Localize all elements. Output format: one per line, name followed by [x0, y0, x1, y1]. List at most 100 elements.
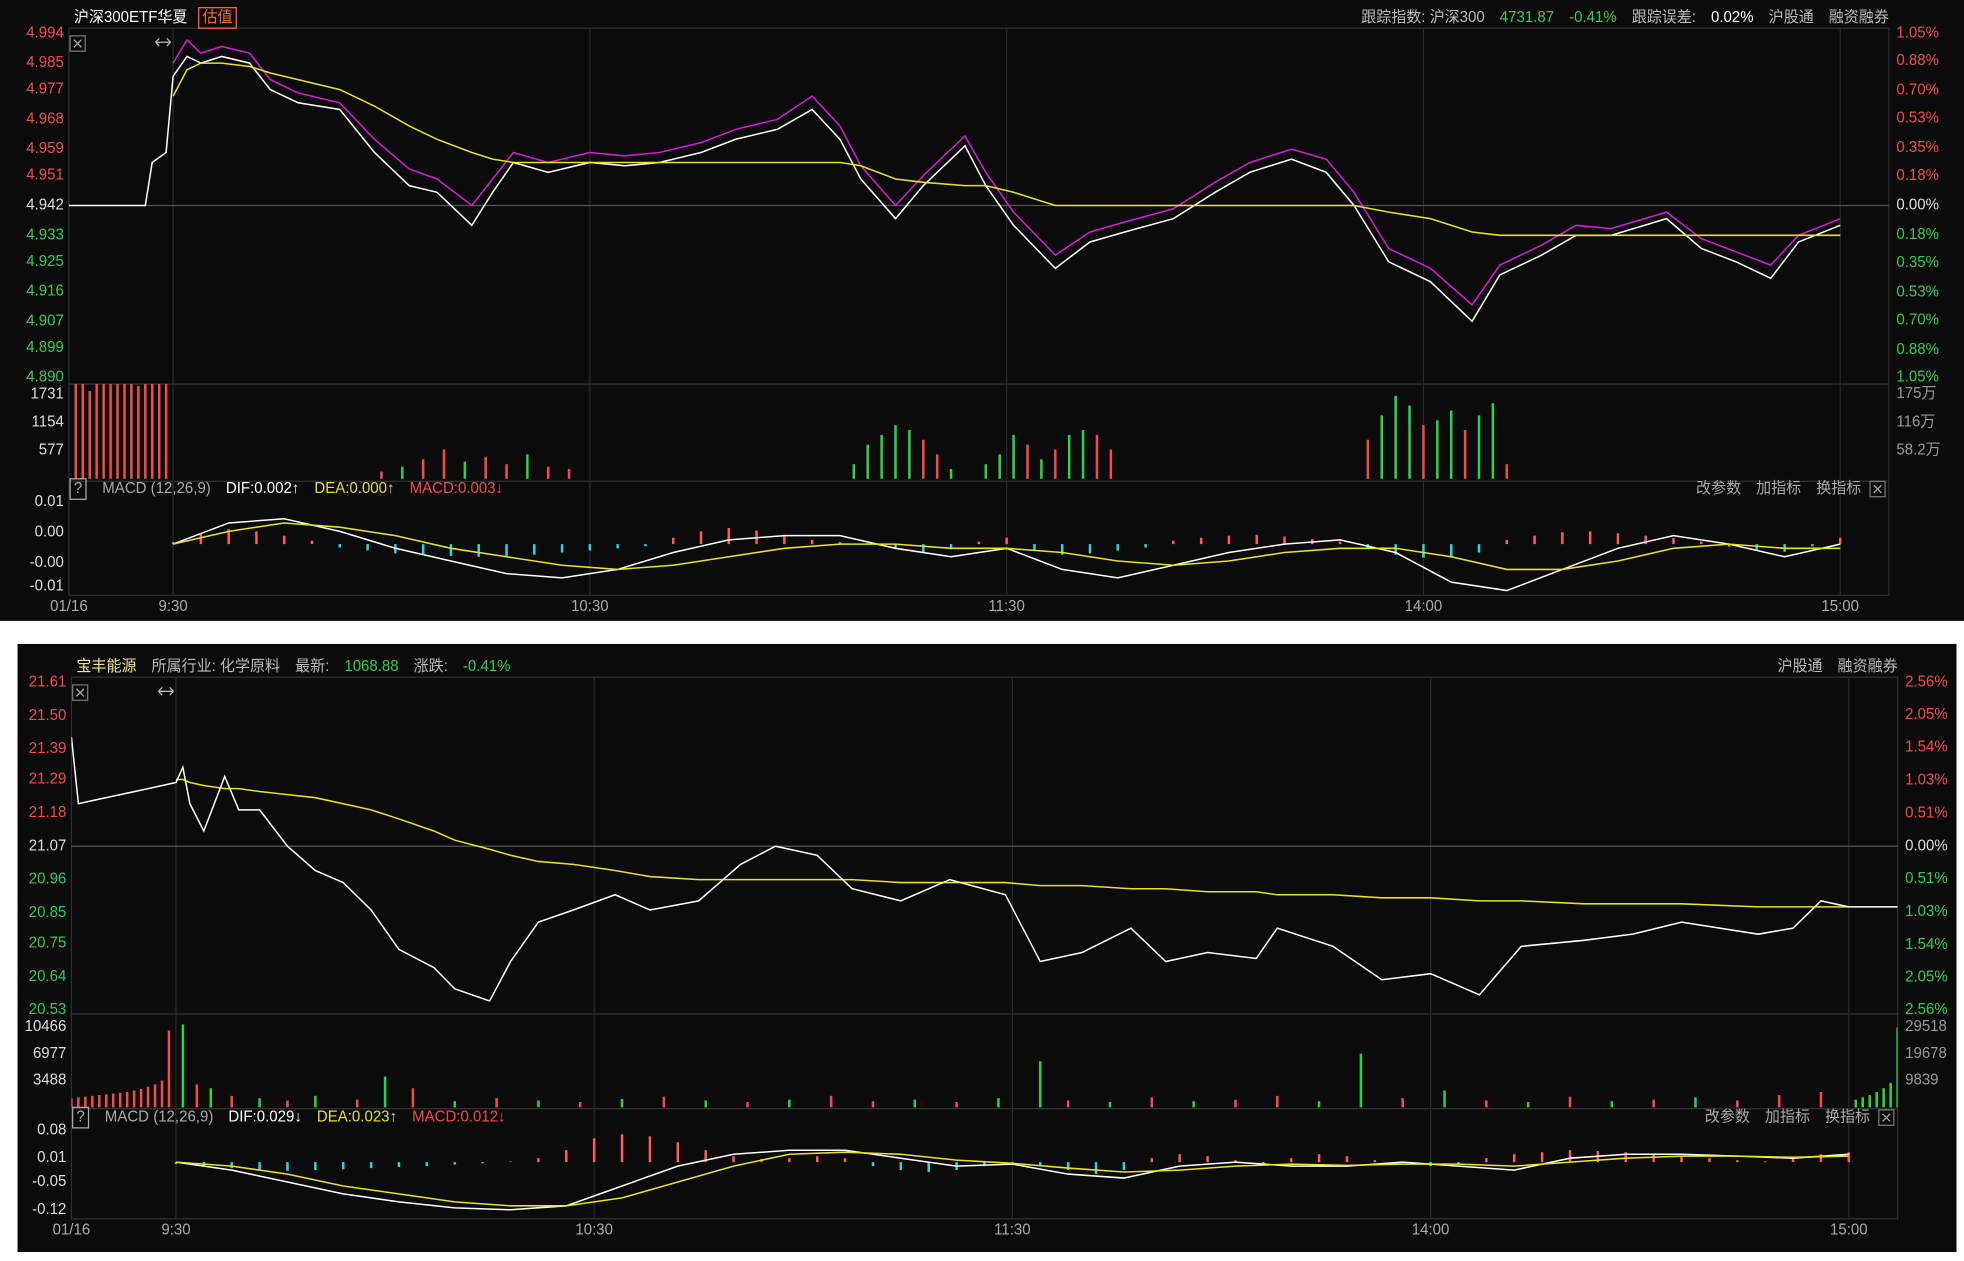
y-tick-label: 21.29 [29, 770, 67, 787]
header-text[interactable]: 跟踪指数: 沪深300 [1361, 9, 1485, 26]
y2-tick-label: 1.03% [1905, 771, 1948, 788]
header-text[interactable]: 跟踪误差: [1632, 9, 1696, 26]
header-text[interactable]: 0.02% [1711, 9, 1754, 26]
price-line [71, 736, 1898, 1002]
y-tick-label: 4.916 [26, 282, 64, 299]
y-tick-label: 4.994 [26, 24, 64, 41]
header-text[interactable]: 融资融券 [1829, 9, 1889, 26]
macd-bar [1144, 544, 1147, 548]
macd-bar [1401, 1162, 1404, 1165]
y2-tick-label: 9839 [1905, 1072, 1938, 1089]
y2-tick-label: 1.05% [1896, 24, 1939, 41]
macd-bar [977, 541, 981, 545]
macd-bar [1338, 541, 1342, 545]
volume-bar [1040, 459, 1043, 479]
volume-bar [116, 384, 119, 479]
badge-box [72, 1106, 90, 1129]
macd-bar [949, 544, 953, 550]
macd-bar [537, 1158, 540, 1163]
macd-bar [1561, 532, 1564, 545]
macd-bar [1477, 544, 1481, 553]
header-text[interactable]: 融资融券 [1838, 658, 1898, 675]
volume-bar [1192, 1101, 1195, 1108]
header-text: -0.41% [463, 658, 511, 675]
macd-bar [1234, 1160, 1237, 1163]
y-tick-label: 1154 [32, 413, 64, 430]
macd-bar [369, 1162, 373, 1169]
y2-tick-label: 29518 [1905, 1018, 1947, 1035]
badge-box [69, 478, 87, 500]
header-text[interactable]: 加指标 [1765, 1109, 1810, 1126]
macd-bar [1533, 535, 1536, 545]
header-text[interactable]: 4731.87 [1500, 9, 1554, 26]
volume-bar [1896, 1027, 1898, 1108]
macd-bar [810, 539, 814, 545]
y-tick-label: 21.39 [29, 740, 67, 757]
y-tick-label: 4.933 [26, 226, 64, 243]
macd-bar [592, 1138, 596, 1163]
close-icon-x [75, 688, 85, 697]
macd-bar [1811, 544, 1814, 547]
close-icon[interactable] [1878, 1109, 1895, 1126]
volume-bar [1443, 1090, 1446, 1108]
close-icon[interactable] [1869, 480, 1886, 498]
macd-bar [1672, 538, 1675, 545]
header-text[interactable]: 换指标 [1825, 1109, 1870, 1126]
macd-bar [1736, 1160, 1739, 1163]
volume-bar [401, 466, 404, 479]
y2-tick-label: 1.03% [1905, 903, 1948, 920]
volume-bar [453, 1101, 457, 1108]
close-icon-x [73, 39, 82, 48]
volume-bar [871, 1101, 875, 1108]
macd-bar [704, 1150, 707, 1163]
y2-tick-label: 1.54% [1905, 739, 1948, 756]
macd-bar [1178, 1154, 1181, 1163]
y-tick-label: 577 [39, 442, 64, 459]
header-text[interactable]: -0.41% [1569, 9, 1617, 26]
price-line [172, 62, 1841, 237]
close-icon-x [1873, 484, 1882, 494]
header-text[interactable]: 换指标 [1816, 480, 1861, 497]
y-tick-label: -0.12 [32, 1201, 66, 1218]
drag-icon[interactable] [155, 37, 172, 47]
macd-bar [1652, 1154, 1655, 1163]
x-tick-label: 15:00 [1821, 598, 1859, 615]
macd-bar [1540, 1152, 1544, 1163]
macd-bar [1255, 534, 1258, 545]
volume-bar [130, 384, 133, 479]
price-line [175, 778, 1849, 908]
volume-bar [1491, 403, 1495, 479]
volume-bar [1882, 1088, 1885, 1108]
macd-bar [894, 544, 897, 549]
macd-bar [314, 1162, 317, 1171]
macd-bar [1644, 535, 1647, 545]
volume-bar [98, 1095, 101, 1108]
macd-bar [1819, 1154, 1823, 1163]
price-line [172, 38, 1841, 306]
close-icon[interactable] [72, 684, 89, 701]
header-text[interactable]: 加指标 [1756, 480, 1801, 497]
close-icon[interactable] [69, 35, 86, 52]
y-tick-label: 20.64 [29, 968, 67, 985]
volume-bar [383, 1076, 387, 1108]
header-text: 涨跌: [414, 658, 448, 675]
volume-bar [1526, 1101, 1530, 1108]
volume-bar [139, 1088, 143, 1108]
volume-bar [230, 1095, 233, 1108]
volume-bar [95, 384, 98, 479]
volume-bar [880, 434, 883, 479]
header-text[interactable]: 沪股通 [1769, 9, 1814, 26]
drag-icon[interactable] [157, 687, 174, 696]
volume-bar [908, 430, 911, 479]
header-text[interactable]: 改参数 [1696, 480, 1741, 497]
y2-tick-label: 0.00% [1905, 837, 1948, 854]
y2-tick-label: 0.53% [1896, 109, 1939, 126]
header-text: MACD (12,26,9) [105, 1109, 214, 1126]
macd-bar [843, 1158, 847, 1163]
header-text[interactable]: 沪股通 [1777, 658, 1822, 675]
macd-bar [1094, 1162, 1098, 1175]
y-tick-label: 1731 [30, 385, 63, 402]
macd-bar [648, 1136, 652, 1163]
header-text[interactable]: 改参数 [1705, 1109, 1750, 1126]
volume-bar [1039, 1061, 1042, 1108]
